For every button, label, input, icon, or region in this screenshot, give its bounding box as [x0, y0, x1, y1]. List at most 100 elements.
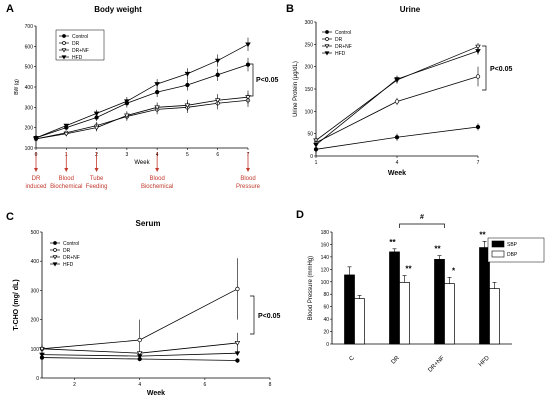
- data-point: [136, 351, 143, 357]
- panel-c-title: Serum: [136, 219, 161, 228]
- data-point: [234, 341, 241, 346]
- y-tick-label: 140: [321, 255, 330, 261]
- data-point: [124, 113, 130, 119]
- y-tick-label: 60: [323, 305, 329, 311]
- y-tick-label: 40: [323, 317, 329, 323]
- data-point: [136, 354, 143, 359]
- annotation-label: Pressure: [236, 184, 261, 190]
- data-point: [475, 124, 481, 130]
- significance-stars: **: [479, 230, 486, 239]
- y-tick-label: 250: [305, 42, 314, 48]
- y-tick-label: 200: [305, 65, 314, 71]
- y-tick-label: 200: [25, 126, 34, 132]
- data-point: [475, 49, 481, 54]
- annotation-label: Blood: [59, 176, 74, 182]
- annotation-label: Feeding: [86, 184, 108, 190]
- comparison-bracket: [399, 223, 445, 228]
- arrowhead: [94, 168, 99, 172]
- significance-stars: **: [389, 238, 396, 247]
- bar-sbp: [389, 251, 400, 345]
- y-tick-label: 400: [25, 85, 34, 91]
- data-point: [63, 123, 70, 129]
- data-point: [245, 62, 251, 67]
- arrowhead: [155, 168, 160, 172]
- bar-sbp: [434, 259, 445, 345]
- y-axis-label: BW (g): [14, 79, 20, 95]
- x-tick-label: C: [349, 355, 357, 363]
- x-axis-label: Week: [147, 390, 165, 397]
- bracket-label: #: [420, 214, 424, 221]
- legend-marker: [53, 241, 57, 245]
- legend-label: HFD: [63, 262, 74, 268]
- panel-label-c: C: [6, 211, 14, 223]
- legend-marker: [61, 55, 67, 60]
- data-point: [234, 351, 241, 357]
- annotation-label: Blood: [149, 176, 164, 182]
- series-line-dr-nf: [315, 46, 479, 141]
- y-tick-label: 100: [321, 280, 330, 286]
- x-tick-label: 6: [216, 152, 219, 158]
- y-tick-label: 160: [321, 242, 330, 248]
- legend-swatch: [491, 250, 505, 258]
- legend-swatch: [491, 240, 505, 248]
- y-tick-label: 400: [31, 259, 40, 265]
- legend-label: Control: [72, 34, 88, 40]
- legend-label: DR+NF: [335, 44, 352, 50]
- y-tick-label: 180: [321, 230, 330, 236]
- data-point: [235, 358, 240, 363]
- series-line-dr: [35, 99, 249, 140]
- data-point: [154, 89, 160, 95]
- y-axis-label: T-CHO (mg/ dL): [13, 279, 20, 330]
- data-point: [154, 82, 160, 87]
- data-point: [184, 103, 191, 109]
- annotation-label: Biochemical: [50, 184, 82, 190]
- legend-label: DR: [335, 37, 343, 43]
- arrowhead: [64, 168, 69, 172]
- legend-marker: [324, 44, 330, 49]
- data-point: [245, 42, 251, 48]
- data-point: [214, 98, 221, 104]
- x-axis-label: Week: [134, 160, 150, 166]
- x-tick-label: 2: [73, 382, 76, 388]
- panel-label-a: A: [6, 3, 14, 15]
- annotation-label: Biochemical: [141, 184, 173, 190]
- data-point: [394, 99, 400, 104]
- x-tick-label: 4: [396, 160, 399, 166]
- legend-label: DR: [63, 248, 71, 254]
- data-point: [137, 337, 142, 343]
- x-axis-label: Week: [388, 170, 406, 177]
- y-tick-label: 300: [31, 288, 40, 294]
- significance-label: P<0.05: [256, 77, 278, 84]
- y-axis-label: Blood Pressure (mmHg): [308, 256, 314, 320]
- legend-marker: [324, 51, 330, 56]
- significance-stars: **: [434, 245, 441, 254]
- legend-marker: [62, 34, 66, 38]
- y-tick-label: 80: [323, 292, 329, 298]
- panel-a-plot: [33, 25, 251, 150]
- legend-label: Control: [63, 241, 79, 247]
- x-tick-label: DR: [391, 355, 402, 366]
- panel-d-plot: [330, 231, 512, 345]
- y-tick-label: 20: [323, 330, 329, 336]
- y-tick-label: 0: [326, 342, 329, 348]
- data-point: [39, 346, 45, 352]
- data-point: [184, 71, 191, 77]
- legend-marker: [53, 248, 57, 252]
- x-tick-label: HFD: [478, 355, 491, 368]
- data-point: [124, 99, 130, 105]
- y-tick-label: 500: [31, 230, 40, 236]
- annotation-label: DR: [32, 176, 41, 182]
- panel-label-d: D: [296, 209, 304, 221]
- data-point: [33, 135, 39, 141]
- panel-label-b: B: [286, 3, 294, 15]
- x-tick-label: 8: [269, 382, 272, 388]
- x-tick-label: 1: [315, 160, 318, 166]
- legend-marker: [62, 41, 66, 45]
- data-point: [394, 135, 400, 140]
- y-tick-label: 200: [31, 318, 40, 324]
- panel-a-title: Body weight: [94, 5, 142, 14]
- x-tick-label: 5: [186, 152, 189, 158]
- panel-b-title: Urine: [400, 5, 421, 14]
- legend-label: DBP: [507, 252, 518, 258]
